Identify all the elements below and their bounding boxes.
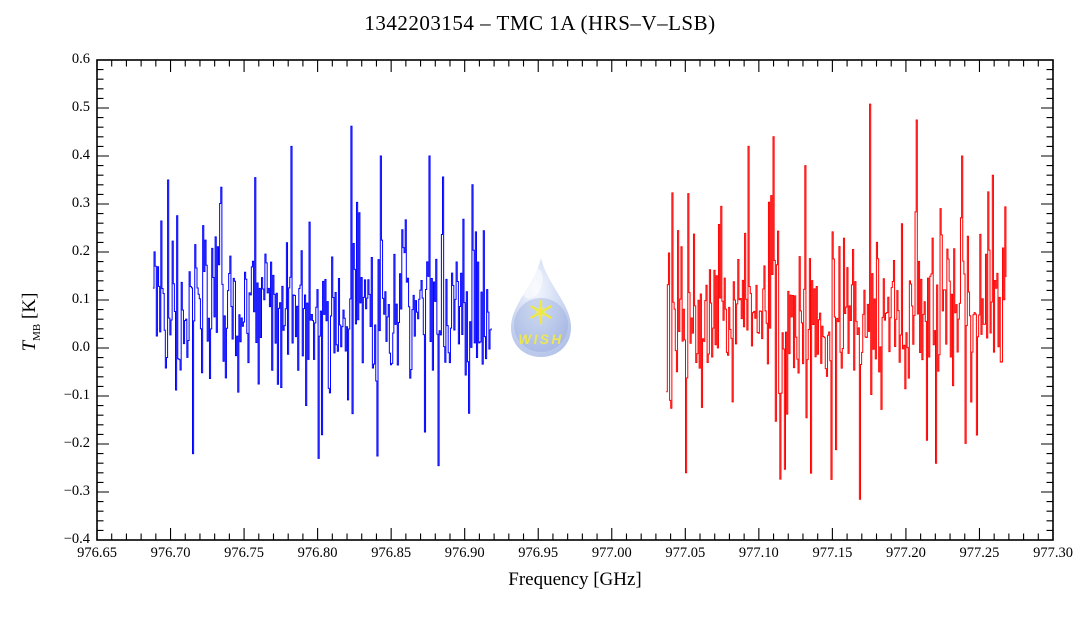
spectrum-segment-blue [152, 125, 492, 467]
y-axis-symbol: T [19, 340, 41, 352]
x-tick-label: 976.90 [444, 545, 485, 561]
x-tick-label: 976.70 [150, 545, 191, 561]
y-tick-label: 0.2 [71, 243, 90, 259]
x-tick-label: 977.05 [665, 545, 706, 561]
x-tick-label: 977.00 [591, 545, 632, 561]
x-axis-label: Frequency [GHz] [508, 569, 642, 590]
drop-lens [514, 298, 568, 352]
y-tick-label: −0.2 [63, 435, 90, 451]
wish-watermark: WISH [511, 258, 571, 357]
y-axis-subscript: MB [30, 323, 43, 341]
x-tick-label: 976.80 [297, 545, 338, 561]
y-tick-label: 0.4 [71, 147, 90, 163]
spectrum-segment-red [666, 103, 1007, 500]
x-tick-label: 976.85 [371, 545, 412, 561]
x-tick-label: 977.25 [959, 545, 1000, 561]
x-tick-label: 977.15 [812, 545, 853, 561]
x-tick-label: 977.30 [1033, 545, 1073, 561]
plot-title: 1342203154 – TMC 1A (HRS–V–LSB) [364, 11, 716, 35]
watermark-text: WISH [518, 332, 563, 347]
y-tick-label: 0.3 [71, 195, 90, 211]
y-tick-label: 0.0 [71, 339, 90, 355]
y-tick-label: −0.3 [63, 483, 90, 499]
x-tick-label: 977.20 [885, 545, 926, 561]
star-asterisk-icon [530, 299, 552, 325]
axis-ticks [96, 59, 1054, 541]
y-tick-label: 0.1 [71, 291, 90, 307]
y-tick-label: −0.4 [63, 531, 90, 547]
y-axis-unit: [K] [19, 292, 41, 324]
x-tick-label: 976.95 [518, 545, 559, 561]
x-tick-label: 976.65 [77, 545, 117, 561]
y-tick-label: 0.6 [71, 51, 90, 67]
y-tick-label: 0.5 [71, 99, 90, 115]
drop-highlight [521, 267, 543, 299]
y-tick-label: −0.1 [63, 387, 90, 403]
x-tick-label: 977.10 [738, 545, 779, 561]
x-tick-label: 976.75 [224, 545, 264, 561]
